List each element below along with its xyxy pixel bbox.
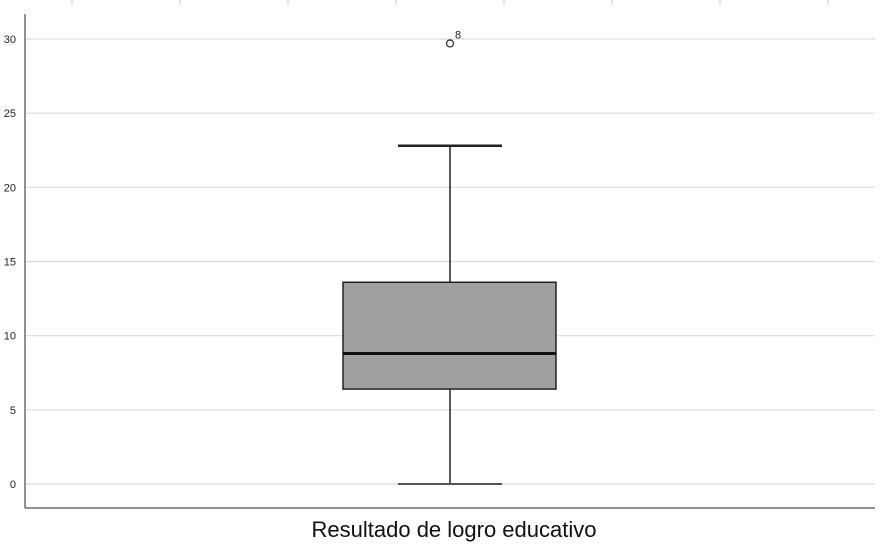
boxes: 8 (342, 29, 557, 485)
y-tick-label: 20 (4, 182, 16, 194)
y-tick-labels: 0 5 10 15 20 25 30 (4, 34, 16, 491)
y-tick-label: 15 (4, 257, 16, 269)
box-iqr (342, 281, 557, 390)
outlier-label: 8 (455, 29, 461, 41)
y-tick-label: 10 (4, 331, 16, 343)
y-tick-label: 0 (10, 479, 16, 491)
y-tick-label: 5 (10, 405, 16, 417)
y-tick-label: 25 (4, 108, 16, 120)
y-tick-label: 30 (4, 34, 16, 46)
outlier-point (445, 39, 455, 48)
x-axis-label: Resultado de logro educativo (312, 517, 597, 542)
top-tick-marks (71, 0, 829, 5)
